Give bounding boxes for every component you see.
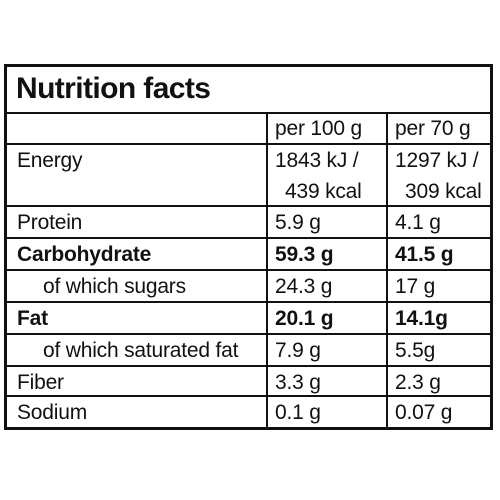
table-title: Nutrition facts bbox=[16, 72, 211, 105]
value-per-serving: 5.5g bbox=[395, 339, 436, 362]
value-per-serving: 17 g bbox=[395, 275, 436, 298]
nutrient-name: Fat bbox=[17, 307, 48, 330]
value-per-100g: 59.3 g bbox=[275, 243, 334, 266]
nutrient-name: of which sugars bbox=[43, 275, 186, 298]
nutrient-name: Fiber bbox=[17, 371, 64, 394]
column-header-per-serving: per 70 g bbox=[395, 117, 471, 140]
value-per-serving: 41.5 g bbox=[395, 243, 454, 266]
nutrient-name: Energy bbox=[17, 149, 83, 172]
row-sugars: of which sugars 24.3 g 17 g bbox=[7, 271, 490, 303]
value-per-100g: 20.1 g bbox=[275, 307, 334, 330]
value-per-serving: 4.1 g bbox=[395, 211, 441, 234]
nutrient-name: Protein bbox=[17, 211, 83, 234]
value-per-serving: 14.1g bbox=[395, 307, 448, 330]
value-per-100g: 3.3 g bbox=[275, 371, 321, 394]
value-per-serving: 2.3 g bbox=[395, 371, 441, 394]
column-header-per-100g: per 100 g bbox=[275, 117, 362, 140]
row-carbohydrate: Carbohydrate 59.3 g 41.5 g bbox=[7, 239, 490, 271]
row-protein: Protein 5.9 g 4.1 g bbox=[7, 207, 490, 239]
nutrient-name: Sodium bbox=[17, 401, 88, 424]
value-per-100g: 5.9 g bbox=[275, 211, 321, 234]
title-divider bbox=[7, 112, 490, 114]
nutrition-facts-table: Nutrition facts per 100 g per 70 g Energ… bbox=[4, 64, 493, 430]
row-fiber: Fiber 3.3 g 2.3 g bbox=[7, 367, 490, 397]
row-energy: Energy 1843 kJ / 439 kcal 1297 kJ / 309 … bbox=[7, 145, 490, 207]
row-saturated-fat: of which saturated fat 7.9 g 5.5g bbox=[7, 335, 490, 367]
nutrient-name: Carbohydrate bbox=[17, 243, 152, 266]
value-per-100g-kcal: 439 kcal bbox=[285, 180, 362, 203]
value-per-serving: 1297 kJ / bbox=[395, 149, 479, 172]
value-per-100g: 0.1 g bbox=[275, 401, 321, 424]
value-per-100g: 1843 kJ / bbox=[275, 149, 359, 172]
row-fat: Fat 20.1 g 14.1g bbox=[7, 303, 490, 335]
value-per-100g: 24.3 g bbox=[275, 275, 333, 298]
value-per-100g: 7.9 g bbox=[275, 339, 321, 362]
header-row: per 100 g per 70 g bbox=[7, 113, 490, 145]
nutrient-name: of which saturated fat bbox=[43, 339, 239, 362]
row-sodium: Sodium 0.1 g 0.07 g bbox=[7, 397, 490, 427]
value-per-serving-kcal: 309 kcal bbox=[405, 180, 482, 203]
value-per-serving: 0.07 g bbox=[395, 401, 453, 424]
